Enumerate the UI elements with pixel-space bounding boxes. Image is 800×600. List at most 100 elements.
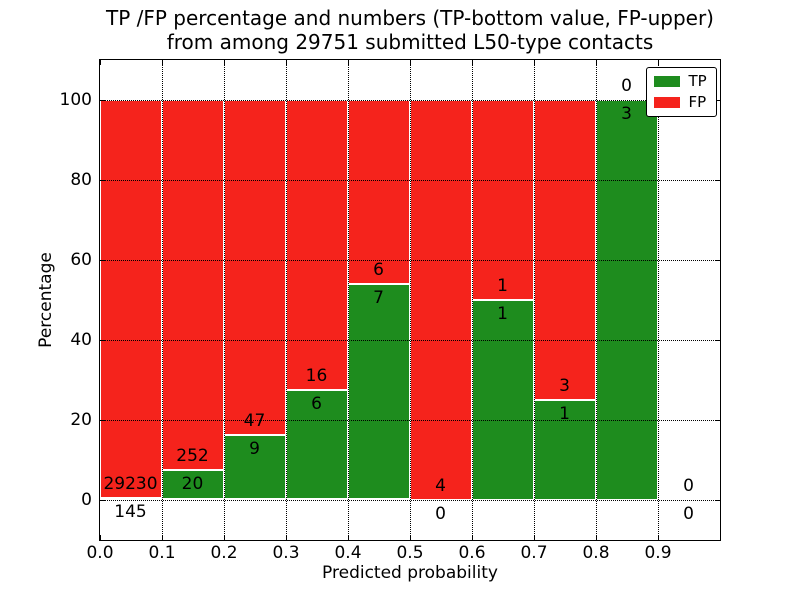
x-tick-mark (595, 59, 597, 65)
x-tick-label: 0.3 (272, 543, 300, 563)
y-tick-label: 80 (70, 170, 92, 190)
x-tick-mark (347, 534, 349, 540)
vertical-gridline (223, 59, 225, 540)
x-tick-mark (99, 59, 101, 65)
x-tick-mark (161, 59, 163, 65)
fp-count-label: 6 (373, 260, 384, 281)
tp-bar (595, 99, 658, 500)
tp-bar (471, 299, 534, 500)
x-tick-label: 0.2 (210, 543, 238, 563)
x-tick-mark (595, 534, 597, 540)
vertical-gridline (161, 59, 163, 540)
tp-count-label: 20 (181, 474, 204, 495)
x-tick-label: 0.8 (582, 543, 610, 563)
fp-count-label: 29230 (103, 473, 158, 494)
fp-count-label: 47 (243, 411, 266, 432)
vertical-gridline (285, 59, 287, 540)
chart-title-line-2: from among 29751 submitted L50-type cont… (166, 30, 654, 54)
x-tick-mark (161, 534, 163, 540)
tp-bar (161, 470, 224, 500)
fp-count-label: 0 (621, 75, 632, 96)
y-tick-label: 40 (70, 330, 92, 350)
fp-count-label: 0 (683, 475, 694, 496)
x-tick-label: 0.1 (148, 543, 176, 563)
tp-bar (99, 497, 162, 500)
x-tick-mark (657, 534, 659, 540)
x-tick-mark (533, 59, 535, 65)
fp-bar (409, 99, 472, 500)
x-tick-mark (285, 534, 287, 540)
tp-count-label: 6 (311, 394, 322, 415)
fp-bar (285, 99, 348, 391)
fp-count-label: 1 (497, 275, 508, 296)
y-tick-mark (714, 339, 720, 341)
y-tick-mark (714, 179, 720, 181)
x-tick-mark (533, 534, 535, 540)
fp-bar (223, 99, 286, 436)
y-tick-mark (714, 419, 720, 421)
vertical-gridline (657, 59, 659, 540)
x-tick-mark (409, 59, 411, 65)
chart-title-line-1: TP /FP percentage and numbers (TP-bottom… (106, 6, 714, 30)
tp-bar (285, 390, 348, 500)
y-tick-label: 0 (81, 490, 92, 510)
fp-count-label: 4 (435, 475, 446, 496)
x-tick-label: 0.5 (396, 543, 424, 563)
vertical-gridline (471, 59, 473, 540)
y-tick-mark (714, 259, 720, 261)
y-tick-label: 100 (59, 90, 92, 110)
vertical-gridline (533, 59, 535, 540)
fp-count-label: 3 (559, 375, 570, 396)
x-tick-mark (471, 534, 473, 540)
fp-bar (161, 99, 224, 471)
x-tick-mark (99, 534, 101, 540)
x-tick-mark (347, 59, 349, 65)
fp-bar (347, 99, 410, 285)
y-tick-mark (714, 499, 720, 501)
x-tick-label: 0.4 (334, 543, 362, 563)
x-tick-mark (285, 59, 287, 65)
x-axis-label: Predicted probability (322, 563, 498, 583)
legend-label-fp: FP (688, 92, 707, 111)
y-tick-mark (99, 499, 105, 501)
fp-bar (99, 99, 162, 498)
y-tick-mark (714, 99, 720, 101)
y-tick-mark (99, 179, 105, 181)
tp-bar (533, 399, 596, 500)
x-tick-mark (471, 59, 473, 65)
tp-count-label: 1 (497, 303, 508, 324)
y-tick-label: 60 (70, 250, 92, 270)
tp-legend-swatch-icon (653, 75, 680, 87)
y-tick-label: 20 (70, 410, 92, 430)
x-tick-label: 0.0 (86, 543, 114, 563)
y-tick-mark (99, 99, 105, 101)
x-tick-mark (409, 534, 411, 540)
x-tick-label: 0.6 (458, 543, 486, 563)
fp-count-label: 252 (176, 446, 209, 467)
x-tick-label: 0.9 (644, 543, 672, 563)
x-tick-mark (657, 59, 659, 65)
tp-count-label: 1 (559, 403, 570, 424)
legend-item-fp: FP (653, 92, 707, 111)
vertical-gridline (347, 59, 349, 540)
x-tick-label: 0.7 (520, 543, 548, 563)
tp-count-label: 0 (683, 503, 694, 524)
fp-count-label: 16 (305, 366, 328, 387)
tp-count-label: 9 (249, 439, 260, 460)
y-tick-mark (99, 339, 105, 341)
x-tick-mark (223, 534, 225, 540)
vertical-gridline (409, 59, 411, 540)
fp-bar (471, 99, 534, 300)
tp-count-label: 7 (373, 288, 384, 309)
plot-area: TP FP 29230 145 252 20 47 9 16 6 6 7 4 0 1 1 3 1 0 3 0 0 (98, 58, 721, 541)
chart-title: TP /FP percentage and numbers (TP-bottom… (100, 6, 720, 54)
vertical-gridline (595, 59, 597, 540)
fp-bar (533, 99, 596, 400)
y-tick-mark (99, 259, 105, 261)
tp-count-label: 145 (114, 501, 147, 522)
legend: TP FP (645, 66, 717, 117)
x-tick-mark (223, 59, 225, 65)
tp-count-label: 3 (621, 103, 632, 124)
fp-legend-swatch-icon (653, 96, 680, 108)
